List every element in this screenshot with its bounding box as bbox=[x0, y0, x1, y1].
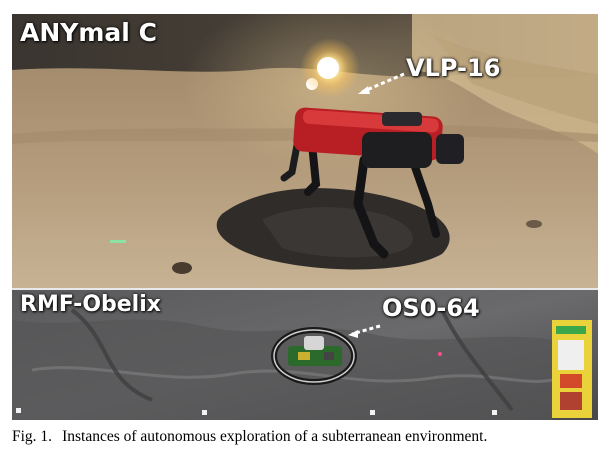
rmf-obelix-drone-drawing bbox=[271, 327, 357, 385]
rmf-obelix-photo-panel: RMF-Obelix OS0-64 bbox=[12, 290, 598, 420]
anymal-robot-drawing bbox=[280, 78, 464, 259]
vlp-16-label: VLP-16 bbox=[406, 54, 501, 82]
rmf-obelix-label: RMF-Obelix bbox=[20, 292, 161, 317]
anymal-c-label: ANYmal C bbox=[20, 18, 157, 47]
figure-caption-text: Instances of autonomous exploration of a… bbox=[62, 428, 488, 445]
anymal-photo-panel: ANYmal C VLP-16 bbox=[12, 14, 598, 288]
figure-caption: Fig. 1. Instances of autonomous explorati… bbox=[12, 428, 600, 446]
figure: ANYmal C VLP-16 bbox=[12, 14, 598, 420]
os0-64-label: OS0-64 bbox=[382, 294, 480, 322]
figure-number: Fig. 1. bbox=[12, 428, 53, 445]
anymal-photo bbox=[12, 14, 598, 288]
wall-sign-drawing bbox=[552, 320, 592, 418]
panel-divider bbox=[12, 288, 598, 290]
rmf-obelix-photo bbox=[12, 290, 598, 420]
